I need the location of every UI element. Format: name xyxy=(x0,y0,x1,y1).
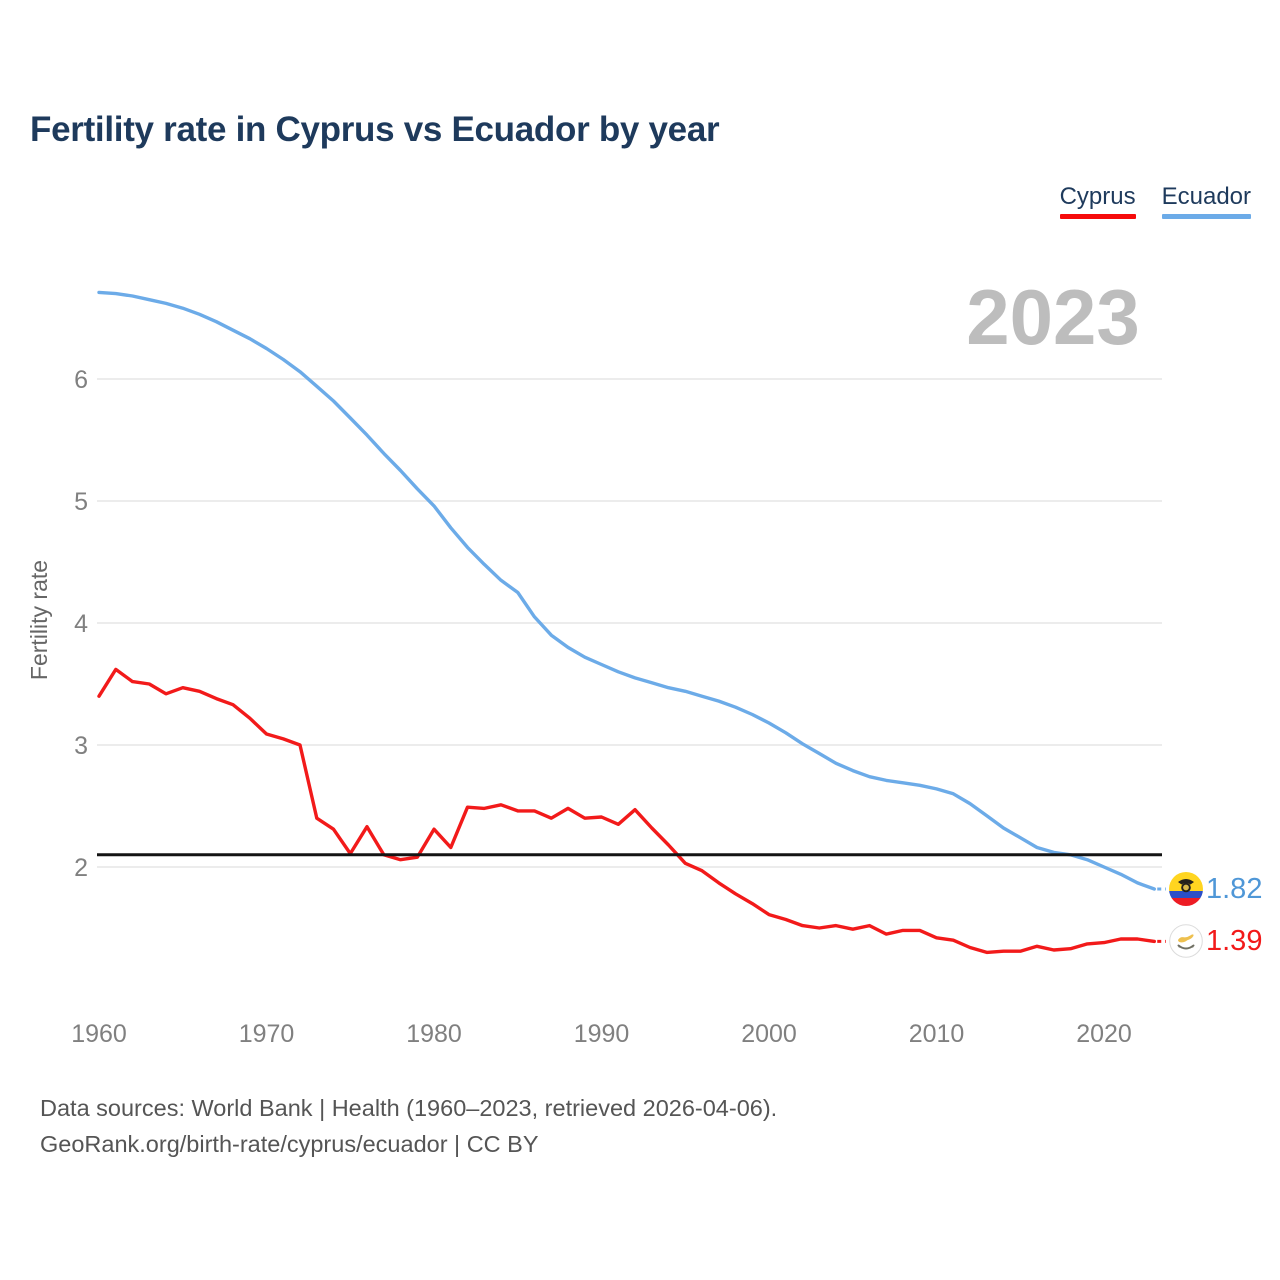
y-tick-label-4: 4 xyxy=(74,610,88,638)
legend-underline-ecuador xyxy=(1161,214,1251,219)
y-tick-label-5: 5 xyxy=(74,488,88,516)
y-tick-label-6: 6 xyxy=(74,366,88,394)
y-tick-label-3: 3 xyxy=(74,732,88,760)
x-tick-label-2010: 2010 xyxy=(909,1020,965,1048)
legend-item-cyprus[interactable]: Cyprus xyxy=(1059,183,1136,219)
cyprus-flag-icon xyxy=(1169,924,1203,958)
legend: Cyprus Ecuador xyxy=(1059,183,1251,219)
footer-attribution: GeoRank.org/birth-rate/cyprus/ecuador | … xyxy=(40,1131,539,1157)
legend-underline-cyprus xyxy=(1059,214,1136,219)
x-tick-label-1980: 1980 xyxy=(406,1020,462,1048)
x-tick-label-1990: 1990 xyxy=(574,1020,630,1048)
ecuador-series-line xyxy=(97,290,1157,891)
y-tick-label-2: 2 xyxy=(74,854,88,882)
x-tick-label-1960: 1960 xyxy=(71,1020,127,1048)
cyprus-end-value: 1.39 xyxy=(1206,925,1263,957)
cyprus-series-line xyxy=(97,667,1157,955)
watermark-year: 2023 xyxy=(966,273,1140,361)
x-tick-label-1970: 1970 xyxy=(239,1020,295,1048)
footer: Data sources: World Bank | Health (1960–… xyxy=(40,1090,777,1162)
ecuador-flag-icon xyxy=(1169,872,1203,906)
legend-label-ecuador: Ecuador xyxy=(1161,183,1251,210)
legend-item-ecuador[interactable]: Ecuador xyxy=(1161,183,1251,219)
x-tick-label-2000: 2000 xyxy=(741,1020,797,1048)
x-tick-label-2020: 2020 xyxy=(1076,1020,1132,1048)
legend-label-cyprus: Cyprus xyxy=(1059,183,1136,210)
ecuador-end-value: 1.82 xyxy=(1206,873,1263,905)
footer-sources: Data sources: World Bank | Health (1960–… xyxy=(40,1095,778,1121)
page-title: Fertility rate in Cyprus vs Ecuador by y… xyxy=(30,110,720,149)
y-axis-title: Fertility rate xyxy=(26,560,52,680)
